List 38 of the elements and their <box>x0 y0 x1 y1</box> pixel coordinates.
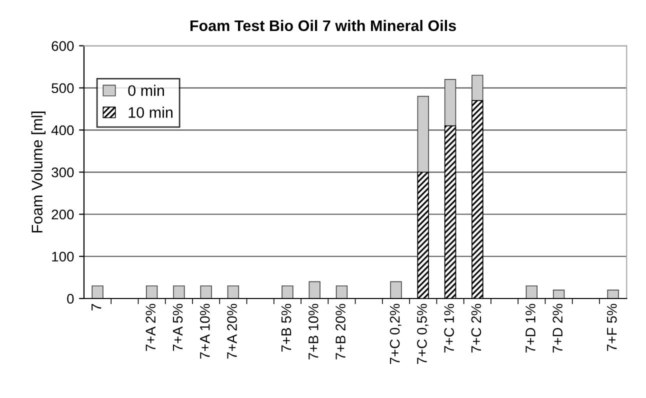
y-tick-label: 500 <box>52 83 74 94</box>
x-tick-label: 7+C 0,2% <box>390 304 402 364</box>
x-tick-label: 7+C 0,5% <box>417 304 428 364</box>
bar <box>200 285 212 298</box>
bar <box>390 281 402 298</box>
x-tick-label: 7+B 20% <box>336 304 346 360</box>
bar <box>308 281 320 298</box>
y-tick-label: 0 <box>67 294 74 304</box>
y-tick-label: 100 <box>52 252 74 262</box>
x-tick-label: 7+B 10% <box>308 304 318 360</box>
x-tick-label: 7+C 2% <box>471 304 482 352</box>
x-tick-label: 7 <box>92 304 102 310</box>
y-tick-label: 600 <box>52 41 74 51</box>
bar <box>173 285 185 298</box>
x-tick-label: 7+A 5% <box>172 304 183 351</box>
bar <box>282 285 294 298</box>
chart-title: Foam Test Bio Oil 7 with Mineral Oils <box>190 20 456 32</box>
bar <box>552 290 565 298</box>
legend-label: 0 min <box>128 84 164 96</box>
bar <box>92 285 104 298</box>
x-tick-label: 7+A 10% <box>200 304 210 359</box>
legend-label: 10 min <box>128 106 172 118</box>
y-axis-title: Foam Volume [ml] <box>31 112 46 232</box>
x-tick-label: 7+F 5% <box>607 304 617 351</box>
bar <box>607 290 619 298</box>
x-tick-label: 7+A 20% <box>227 304 237 359</box>
y-tick-label: 400 <box>51 125 74 136</box>
x-tick-label: 7+B 5% <box>281 304 292 352</box>
x-tick-label: 7+A 2% <box>146 304 156 351</box>
bar <box>146 285 158 298</box>
x-tick-label: 7+D 2% <box>552 304 562 352</box>
x-tick-label: 7+C 1% <box>444 304 454 352</box>
bar <box>227 285 240 298</box>
bar <box>526 285 538 298</box>
y-tick-label: 200 <box>52 210 74 220</box>
x-tick-label: 7+D 1% <box>526 304 536 352</box>
y-tick-label: 300 <box>52 167 74 178</box>
bar <box>336 285 348 298</box>
